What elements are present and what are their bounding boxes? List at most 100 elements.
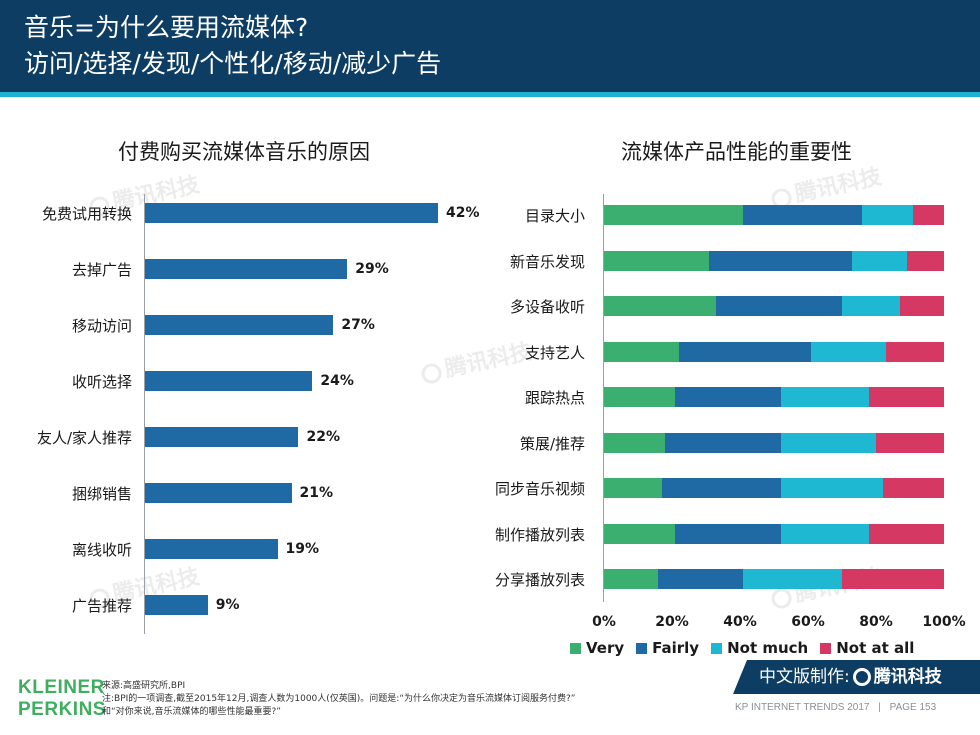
left-chart-axis	[144, 194, 145, 634]
category-label: 支持艺人	[524, 343, 585, 362]
tencent-logo-icon	[419, 361, 444, 386]
segment-fairly	[678, 341, 812, 362]
category-label: 友人/家人推荐	[36, 429, 132, 447]
x-tick-label: 0%	[592, 614, 616, 630]
segment-not-much	[811, 341, 887, 362]
segment-not-at-all	[899, 296, 944, 316]
tencent-logo-icon	[769, 586, 794, 611]
segment-very	[604, 387, 676, 407]
segment-not-much	[852, 250, 907, 271]
segment-fairly	[675, 523, 781, 544]
page-title: 音乐=为什么要用流媒体?	[24, 13, 309, 42]
segment-very	[604, 478, 662, 498]
segment-very	[604, 296, 717, 316]
report-footer: KP INTERNET TRENDS 2017 | PAGE 153	[735, 702, 936, 713]
category-label: 免费试用转换	[41, 205, 132, 223]
bar	[145, 203, 438, 223]
legend-swatch-very	[570, 642, 581, 654]
header-banner: 音乐=为什么要用流媒体? 访问/选择/发现/个性化/移动/减少广告	[0, 0, 980, 92]
data-label: 24%	[320, 373, 354, 389]
segment-not-much	[862, 205, 914, 225]
legend-label: Very	[586, 639, 625, 657]
watermark: 腾讯科技	[418, 334, 534, 389]
legend-label: Not at all	[836, 639, 915, 657]
segment-very	[604, 523, 676, 544]
segment-fairly	[743, 205, 863, 225]
segment-fairly	[716, 296, 842, 316]
data-label: 9%	[215, 597, 240, 613]
bar	[145, 315, 334, 335]
logo-line: PERKINS	[18, 699, 106, 720]
data-label: 29%	[355, 261, 389, 277]
credit-banner: 中文版制作: 腾讯科技	[733, 660, 980, 694]
category-label: 策展/推荐	[519, 434, 585, 453]
logo-line: KLEINER	[18, 677, 105, 698]
category-label: 广告推荐	[71, 597, 132, 615]
data-label: 42%	[446, 205, 480, 221]
tencent-logo-icon	[852, 668, 871, 686]
segment-not-much	[780, 387, 870, 407]
bar	[145, 259, 348, 279]
x-tick-label: 100%	[922, 614, 966, 630]
credit-prefix: 中文版制作:	[759, 667, 850, 687]
bar	[145, 371, 313, 391]
category-label: 同步音乐视频	[494, 480, 585, 498]
source-note: 来源:高盛研究所,BPI	[102, 681, 186, 691]
segment-fairly	[709, 250, 853, 271]
page-number: PAGE 153	[889, 702, 937, 713]
segment-not-at-all	[869, 387, 944, 407]
category-label: 离线收听	[71, 541, 132, 559]
segment-very	[604, 205, 744, 225]
left-chart-title: 付费购买流媒体音乐的原因	[118, 140, 370, 164]
data-label: 19%	[285, 541, 320, 557]
bar	[145, 539, 278, 559]
category-label: 捆绑销售	[71, 485, 132, 503]
category-label: 分享播放列表	[494, 571, 585, 589]
category-label: 目录大小	[524, 207, 585, 225]
segment-fairly	[665, 432, 781, 453]
credit-brand: 腾讯科技	[873, 667, 942, 687]
data-label: 21%	[299, 485, 334, 501]
page-subtitle: 访问/选择/发现/个性化/移动/减少广告	[24, 49, 442, 78]
segment-not-at-all	[882, 478, 944, 498]
legend-item-very: Very	[570, 639, 624, 657]
segment-not-much	[842, 296, 900, 316]
legend-label: Fairly	[652, 639, 700, 657]
x-tick-label: 60%	[791, 614, 825, 630]
survey-note: 注:BPI的一项调查,截至2015年12月,调查人数为1000人(仅英国)。问题…	[102, 694, 576, 704]
segment-not-at-all	[906, 250, 944, 271]
category-label: 制作播放列表	[494, 525, 585, 544]
legend-swatch-not-at-all	[820, 642, 832, 654]
data-label: 27%	[341, 317, 375, 333]
legend-label: Not much	[727, 639, 809, 657]
category-label: 去掉广告	[71, 261, 132, 279]
segment-very	[604, 432, 666, 453]
bar	[145, 427, 299, 447]
segment-not-much	[743, 569, 842, 589]
kleiner-perkins-logo: KLEINER PERKINS	[18, 677, 106, 721]
segment-not-at-all	[913, 205, 944, 225]
segment-not-at-all	[876, 432, 944, 453]
segment-not-much	[780, 432, 876, 453]
report-name: KP INTERNET TRENDS 2017	[735, 702, 870, 713]
segment-not-at-all	[869, 523, 944, 544]
right-chart-axis	[603, 194, 604, 602]
legend-item-not-at-all: Not at all	[820, 639, 914, 657]
segment-very	[604, 569, 659, 589]
header-accent-rule	[0, 92, 980, 97]
segment-very	[604, 250, 710, 271]
footer-separator: |	[878, 702, 881, 713]
category-label: 多设备收听	[509, 298, 585, 316]
category-label: 跟踪热点	[524, 389, 585, 407]
legend-swatch-fairly	[636, 642, 648, 654]
segment-not-at-all	[842, 569, 944, 589]
segment-fairly	[675, 387, 781, 407]
data-label: 22%	[306, 429, 340, 445]
segment-very	[604, 341, 679, 362]
bar	[145, 595, 208, 615]
x-tick-label: 20%	[655, 614, 689, 630]
right-chart-title: 流媒体产品性能的重要性	[621, 140, 852, 164]
category-label: 收听选择	[71, 373, 132, 391]
chart-legend: Very Fairly Not much Not at all	[570, 638, 914, 658]
category-label: 新音乐发现	[509, 252, 585, 271]
